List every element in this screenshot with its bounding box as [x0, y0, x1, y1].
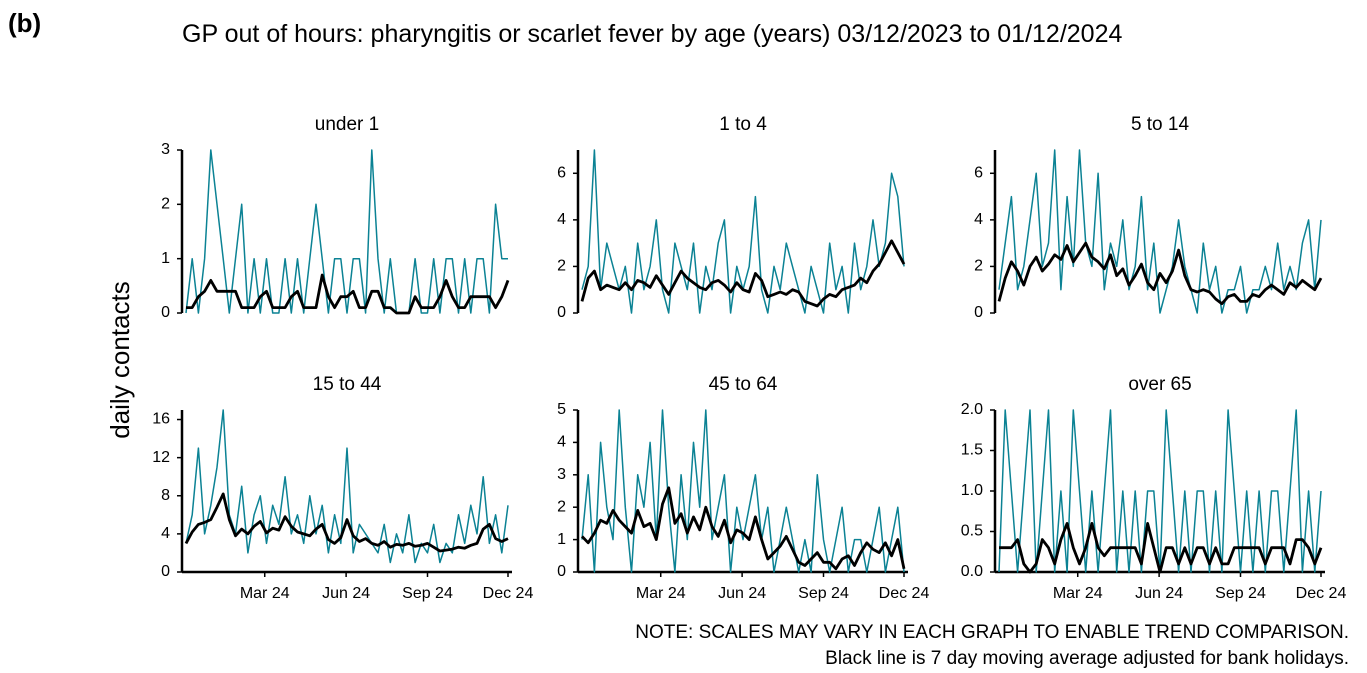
y-tick-label: 0: [161, 563, 170, 580]
x-tick-label: Jun 24: [1135, 585, 1183, 602]
y-tick-label: 0.5: [961, 523, 983, 540]
y-tick-label: 3: [161, 141, 170, 158]
y-tick-label: 2.0: [961, 401, 983, 418]
panel-title: 15 to 44: [313, 374, 382, 395]
y-tick-label: 2: [557, 498, 566, 515]
x-tick-label: Jun 24: [718, 585, 766, 602]
panel-title: 5 to 14: [1131, 114, 1190, 135]
y-tick-label: 1.0: [961, 482, 983, 499]
y-tick-label: 12: [152, 449, 170, 466]
chart-title: GP out of hours: pharyngitis or scarlet …: [182, 20, 1123, 48]
y-tick-label: 1.5: [961, 442, 983, 459]
moving-average-line: [186, 273, 510, 315]
y-tick-label: 0: [161, 304, 170, 321]
moving-average-line: [580, 239, 906, 308]
x-tick-label: Sep 24: [1215, 585, 1266, 602]
panel-title: under 1: [315, 114, 379, 135]
x-tick-label: Mar 24: [1053, 585, 1103, 602]
y-tick-label: 2: [557, 258, 566, 275]
daily-line: [185, 409, 509, 564]
y-tick-label: 0: [974, 304, 983, 321]
y-tick-label: 1: [557, 531, 566, 548]
y-tick-label: 2: [161, 196, 170, 213]
y-tick-label: 6: [557, 165, 566, 182]
x-tick-label: Dec 24: [1296, 585, 1347, 602]
note: NOTE: SCALES MAY VARY IN EACH GRAPH TO E…: [635, 622, 1349, 643]
y-axis-label: daily contacts: [105, 281, 135, 439]
daily-line: [185, 149, 508, 314]
moving-average-line: [184, 492, 509, 553]
y-tick-label: 4: [557, 211, 566, 228]
y-tick-label: 0: [557, 304, 566, 321]
daily-line: [998, 149, 1322, 314]
x-tick-label: Sep 24: [402, 585, 453, 602]
x-tick-label: Sep 24: [798, 585, 849, 602]
moving-average-line: [997, 241, 1323, 306]
y-tick-label: 0: [557, 563, 566, 580]
y-tick-label: 8: [161, 487, 170, 504]
y-tick-label: 1: [161, 250, 170, 267]
x-tick-label: Dec 24: [483, 585, 534, 602]
y-tick-label: 3: [557, 466, 566, 483]
y-tick-label: 0.0: [961, 563, 983, 580]
panel-title: 45 to 64: [709, 374, 778, 395]
panel-label: (b): [8, 8, 42, 38]
x-tick-label: Jun 24: [322, 585, 370, 602]
x-tick-label: Mar 24: [240, 585, 290, 602]
daily-line: [581, 409, 905, 573]
panel-title: over 65: [1128, 374, 1191, 395]
y-tick-label: 5: [557, 401, 566, 418]
y-tick-label: 4: [161, 525, 170, 542]
x-tick-label: Dec 24: [879, 585, 930, 602]
moving-average-line: [580, 486, 906, 571]
y-tick-label: 2: [974, 258, 983, 275]
panel-title: 1 to 4: [719, 114, 767, 135]
x-tick-label: Mar 24: [636, 585, 686, 602]
y-tick-label: 4: [557, 434, 566, 451]
moving-average-line: [999, 522, 1323, 574]
y-tick-label: 6: [974, 165, 983, 182]
y-tick-label: 16: [152, 411, 170, 428]
note: Black line is 7 day moving average adjus…: [825, 648, 1349, 669]
y-tick-label: 4: [974, 211, 983, 228]
